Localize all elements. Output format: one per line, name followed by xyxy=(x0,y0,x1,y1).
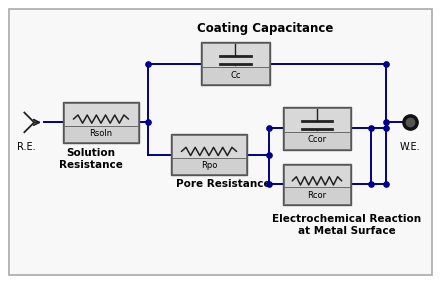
Text: Cc: Cc xyxy=(230,71,241,80)
Text: Pore Resistance: Pore Resistance xyxy=(176,179,271,189)
Text: Solution
Resistance: Solution Resistance xyxy=(59,148,123,170)
FancyBboxPatch shape xyxy=(64,126,138,142)
Text: W.E.: W.E. xyxy=(400,142,420,152)
FancyBboxPatch shape xyxy=(283,164,351,205)
Text: Electrochemical Reaction
at Metal Surface: Electrochemical Reaction at Metal Surfac… xyxy=(272,214,421,236)
FancyBboxPatch shape xyxy=(171,158,246,174)
FancyBboxPatch shape xyxy=(284,187,350,204)
FancyBboxPatch shape xyxy=(284,132,350,149)
FancyBboxPatch shape xyxy=(202,43,269,67)
Text: Rsoln: Rsoln xyxy=(89,129,113,138)
FancyBboxPatch shape xyxy=(62,102,139,143)
Text: Rpo: Rpo xyxy=(201,161,217,170)
FancyBboxPatch shape xyxy=(171,135,246,158)
Text: Ccor: Ccor xyxy=(307,135,326,145)
FancyBboxPatch shape xyxy=(171,134,247,175)
FancyBboxPatch shape xyxy=(284,164,350,187)
FancyBboxPatch shape xyxy=(284,108,350,132)
Text: Rcor: Rcor xyxy=(307,191,326,200)
FancyBboxPatch shape xyxy=(64,103,138,126)
FancyBboxPatch shape xyxy=(9,9,432,275)
Text: R.E.: R.E. xyxy=(17,142,35,152)
FancyBboxPatch shape xyxy=(201,42,270,85)
Text: Coating Capacitance: Coating Capacitance xyxy=(197,22,333,36)
FancyBboxPatch shape xyxy=(202,67,269,84)
FancyBboxPatch shape xyxy=(283,107,351,150)
